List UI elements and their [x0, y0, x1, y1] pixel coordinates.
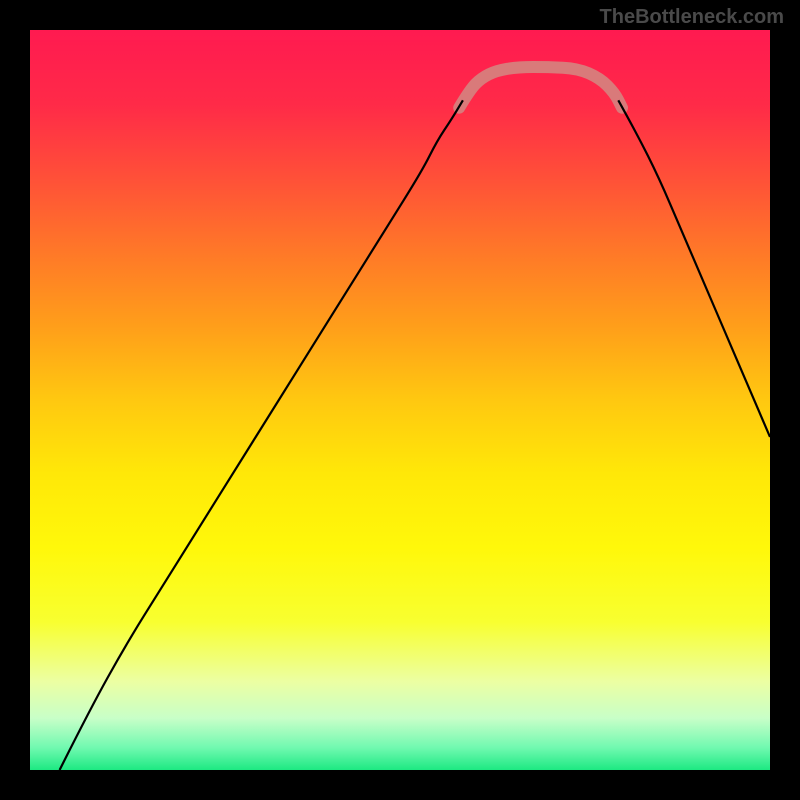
curve-layer — [30, 30, 770, 770]
plot-area — [30, 30, 770, 770]
bottleneck-curve-right — [618, 100, 770, 437]
bottleneck-curve-left — [60, 100, 463, 770]
bottleneck-highlight — [459, 67, 622, 108]
watermark-text: TheBottleneck.com — [600, 6, 784, 29]
